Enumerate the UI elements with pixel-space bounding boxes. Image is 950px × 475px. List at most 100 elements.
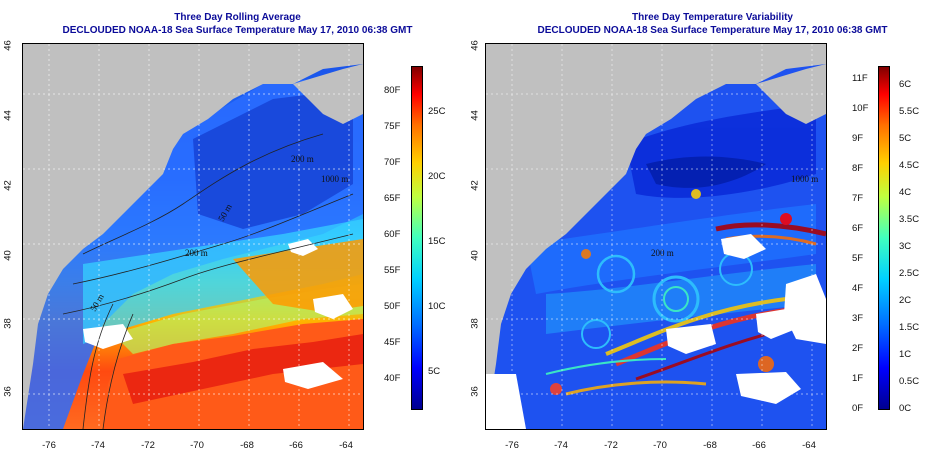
variability-colorbar [878,66,890,410]
lat-tick-label: 38 [2,318,14,329]
legend-f-label: 3F [852,313,864,324]
legend-f-label: 10F [852,103,869,114]
lat-tick-label: 42 [2,180,14,191]
lon-tick-label: -76 [505,440,519,451]
gulf-stream-core [123,334,363,404]
missing-data-patch [666,324,716,354]
legend-f-label: 1F [852,373,864,384]
legend-c-label: 5C [428,366,441,377]
legend-c-label: 20C [428,171,446,182]
graticule [486,44,826,429]
lat-tick-label: 46 [2,40,14,51]
legend-c-label: 3C [899,241,912,252]
lon-tick-label: -70 [190,440,204,451]
legend-f-label: 8F [852,163,864,174]
missing-data-patch [736,372,801,404]
contour-line [62,233,354,315]
lat-tick-label: 40 [2,250,14,261]
lat-tick-label: 46 [469,40,481,51]
contour-line [72,193,354,285]
sst-average-map[interactable]: 200 m 1000 m 50 m 200 m 50 m [22,43,364,430]
legend-f-label: 80F [384,85,401,96]
legend-c-label: 2C [899,295,912,306]
missing-data-patch [756,309,796,339]
lon-tick-label: -74 [554,440,568,451]
gulf-of-maine-water [193,89,353,229]
legend-f-label: 5F [852,253,864,264]
right-panel-title: Three Day Temperature Variability [632,12,793,23]
warm-eddy [233,239,363,312]
legend-f-label: 7F [852,193,864,204]
legend-f-label: 6F [852,223,864,234]
missing-data-patch [288,239,318,256]
contour-label: 200 m [185,248,208,258]
legend-f-label: 2F [852,343,864,354]
lon-tick-label: -66 [752,440,766,451]
graticule [23,44,363,429]
contour-label: 200 m [291,154,314,164]
land-mass [486,44,826,429]
legend-c-label: 0C [899,403,912,414]
legend-f-label: 9F [852,133,864,144]
variability-texture [526,104,826,396]
legend-c-label: 6C [899,79,912,90]
legend-f-label: 45F [384,337,401,348]
legend-f-label: 65F [384,193,401,204]
missing-data-patch [83,324,133,349]
contour-label: 200 m [651,248,674,258]
contour-label: 1000 m [321,174,348,184]
legend-c-label: 1.5C [899,322,920,333]
lon-tick-label: -64 [802,440,816,451]
lat-tick-label: 38 [469,318,481,329]
lon-tick-label: -72 [604,440,618,451]
sst-average-map-svg: 200 m 1000 m 50 m 200 m 50 m [23,44,363,429]
left-panel-subtitle: DECLOUDED NOAA-18 Sea Surface Temperatur… [62,25,413,36]
legend-f-label: 75F [384,121,401,132]
legend-c-label: 5C [899,133,912,144]
legend-c-label: 15C [428,236,446,247]
lon-tick-label: -74 [91,440,105,451]
legend-f-label: 11F [852,73,868,84]
legend-c-label: 2.5C [899,268,920,279]
sst-variability-map[interactable]: 200 m 1000 m [485,43,827,430]
legend-c-label: 0.5C [899,376,920,387]
lat-tick-label: 44 [2,110,14,121]
lat-tick-label: 40 [469,250,481,261]
contour-label: 1000 m [791,174,818,184]
lon-tick-label: -66 [289,440,303,451]
sst-variability-map-svg: 200 m 1000 m [486,44,826,429]
contour-line [82,303,114,429]
missing-data-patch [313,294,353,319]
lon-tick-label: -70 [653,440,667,451]
legend-f-label: 4F [852,283,864,294]
legend-c-label: 10C [428,301,446,312]
lat-tick-label: 36 [469,386,481,397]
legend-c-label: 5.5C [899,106,920,117]
lat-tick-label: 36 [2,386,14,397]
legend-f-label: 50F [384,301,401,312]
legend-f-label: 70F [384,157,401,168]
contour-line [102,313,134,429]
legend-c-label: 4C [899,187,912,198]
legend-f-label: 55F [384,265,401,276]
legend-f-label: 40F [384,373,401,384]
left-panel: Three Day Rolling Average DECLOUDED NOAA… [2,12,446,451]
left-panel-title: Three Day Rolling Average [174,12,301,23]
temperature-colorbar [411,66,423,410]
contour-line [82,133,324,255]
legend-f-label: 60F [384,229,401,240]
missing-data-patch [721,234,766,259]
lat-tick-label: 42 [469,180,481,191]
missing-data-patch [486,374,526,429]
right-panel: Three Day Temperature Variability DECLOU… [470,0,950,475]
lon-tick-label: -64 [339,440,353,451]
legend-c-label: 3.5C [899,214,920,225]
legend-c-label: 25C [428,106,446,117]
land-mass [23,44,363,429]
right-panel-subtitle: DECLOUDED NOAA-18 Sea Surface Temperatur… [537,25,888,36]
legend-f-label: 0F [852,403,864,414]
lat-tick-label: 44 [469,110,481,121]
lon-tick-label: -68 [703,440,717,451]
lon-tick-label: -68 [240,440,254,451]
lon-tick-label: -72 [141,440,155,451]
